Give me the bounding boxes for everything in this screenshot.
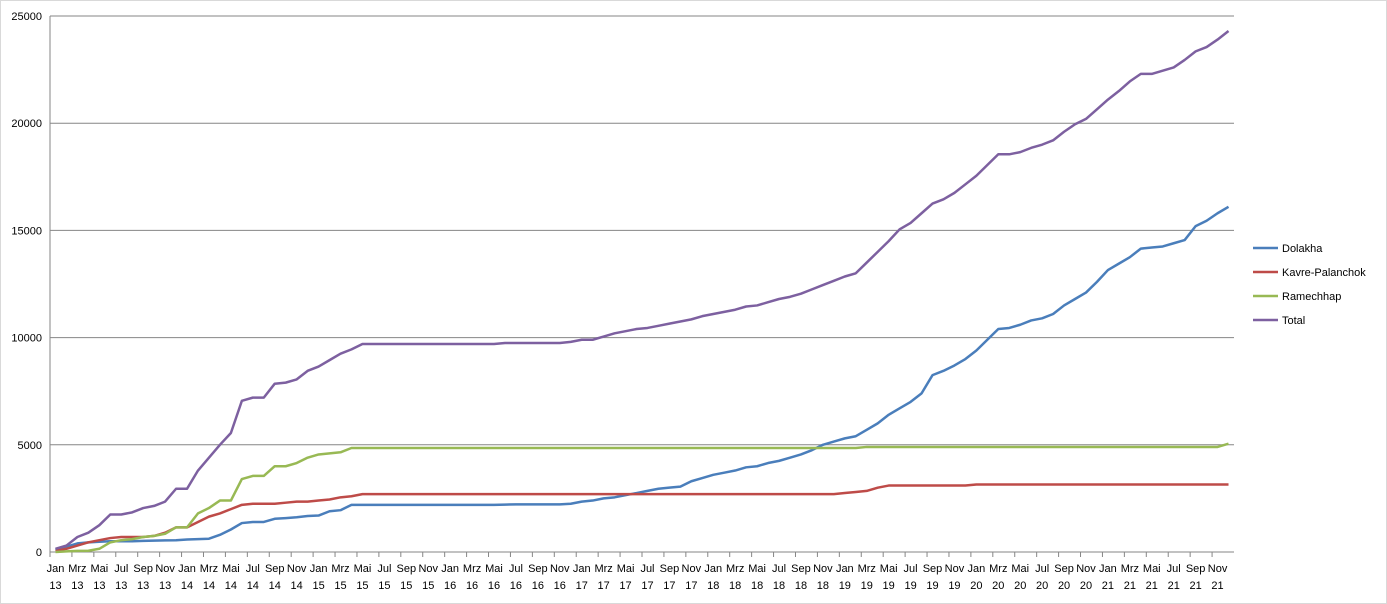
legend-label: Total bbox=[1282, 315, 1305, 327]
x-tick-label: Jul 15 bbox=[377, 563, 391, 592]
x-tick-label: Sep 18 bbox=[791, 563, 811, 592]
x-tick-label: Jan 13 bbox=[47, 563, 65, 592]
x-tick-label: Sep 20 bbox=[1054, 563, 1074, 592]
x-tick-label: Jul 17 bbox=[640, 563, 654, 592]
x-tick-label: Jan 19 bbox=[836, 563, 854, 592]
x-tick-label: Sep 21 bbox=[1186, 563, 1206, 592]
x-tick-label: Nov 19 bbox=[945, 563, 965, 592]
x-tick-label: Jul 21 bbox=[1167, 563, 1181, 592]
x-tick-label: Sep 19 bbox=[923, 563, 943, 592]
x-tick-label: Jan 17 bbox=[573, 563, 591, 592]
x-tick-label: Jan 20 bbox=[967, 563, 985, 592]
x-tick-label: Sep 13 bbox=[133, 563, 153, 592]
x-tick-label: Mai 21 bbox=[1143, 563, 1161, 592]
x-tick-label: Mai 15 bbox=[354, 563, 372, 592]
x-tick-label: Jan 15 bbox=[310, 563, 328, 592]
x-tick-label: Mrz 14 bbox=[200, 563, 218, 592]
y-tick-label: 15000 bbox=[11, 225, 42, 237]
series-line bbox=[55, 442, 1229, 554]
series-line bbox=[55, 483, 1229, 553]
x-tick-label: Mai 19 bbox=[880, 563, 898, 592]
x-tick-label: Mrz 16 bbox=[463, 563, 481, 592]
x-tick-label: Sep 15 bbox=[397, 563, 417, 592]
x-tick-label: Mrz 19 bbox=[858, 563, 876, 592]
x-tick-label: Jan 21 bbox=[1099, 563, 1117, 592]
x-tick-label: Jul 14 bbox=[246, 563, 260, 592]
x-tick-label: Mrz 17 bbox=[594, 563, 612, 592]
y-tick-label: 25000 bbox=[11, 11, 42, 23]
legend-label: Dolakha bbox=[1282, 243, 1323, 255]
y-tick-label: 5000 bbox=[18, 440, 42, 452]
x-tick-label: Jul 18 bbox=[772, 563, 786, 592]
y-tick-label: 0 bbox=[36, 547, 42, 559]
x-tick-label: Sep 14 bbox=[265, 563, 285, 592]
x-tick-label: Sep 17 bbox=[660, 563, 680, 592]
legend-label: Ramechhap bbox=[1282, 291, 1341, 303]
x-tick-label: Mai 16 bbox=[485, 563, 503, 592]
x-tick-label: Mrz 15 bbox=[331, 563, 349, 592]
x-tick-label: Nov 16 bbox=[550, 563, 570, 592]
x-tick-label: Mrz 20 bbox=[989, 563, 1007, 592]
x-tick-label: Jul 19 bbox=[904, 563, 918, 592]
x-tick-label: Jan 16 bbox=[441, 563, 459, 592]
x-tick-label: Mai 13 bbox=[90, 563, 108, 592]
x-tick-label: Nov 21 bbox=[1208, 563, 1228, 592]
series-line bbox=[55, 205, 1230, 552]
x-tick-label: Nov 18 bbox=[813, 563, 833, 592]
x-tick-label: Mai 18 bbox=[748, 563, 766, 592]
x-tick-label: Sep 16 bbox=[528, 563, 548, 592]
y-tick-label: 10000 bbox=[11, 333, 42, 345]
x-tick-label: Nov 15 bbox=[418, 563, 438, 592]
x-tick-label: Jan 14 bbox=[178, 563, 196, 592]
x-tick-label: Nov 13 bbox=[155, 563, 175, 592]
y-tick-label: 20000 bbox=[11, 118, 42, 130]
x-tick-label: Mai 17 bbox=[617, 563, 635, 592]
x-tick-label: Nov 20 bbox=[1076, 563, 1096, 592]
x-tick-label: Nov 14 bbox=[287, 563, 307, 592]
x-tick-label: Jul 20 bbox=[1035, 563, 1049, 592]
x-tick-label: Mrz 13 bbox=[68, 563, 86, 592]
x-tick-label: Jul 16 bbox=[509, 563, 523, 592]
x-tick-label: Mrz 18 bbox=[726, 563, 744, 592]
x-tick-label: Mai 20 bbox=[1011, 563, 1029, 592]
x-tick-label: Nov 17 bbox=[682, 563, 702, 592]
x-tick-label: Mai 14 bbox=[222, 563, 240, 592]
x-tick-label: Jan 18 bbox=[704, 563, 722, 592]
series-line bbox=[55, 30, 1230, 550]
x-tick-label: Jul 13 bbox=[114, 563, 128, 592]
legend-label: Kavre-Palanchok bbox=[1282, 267, 1366, 279]
x-tick-label: Mrz 21 bbox=[1121, 563, 1139, 592]
